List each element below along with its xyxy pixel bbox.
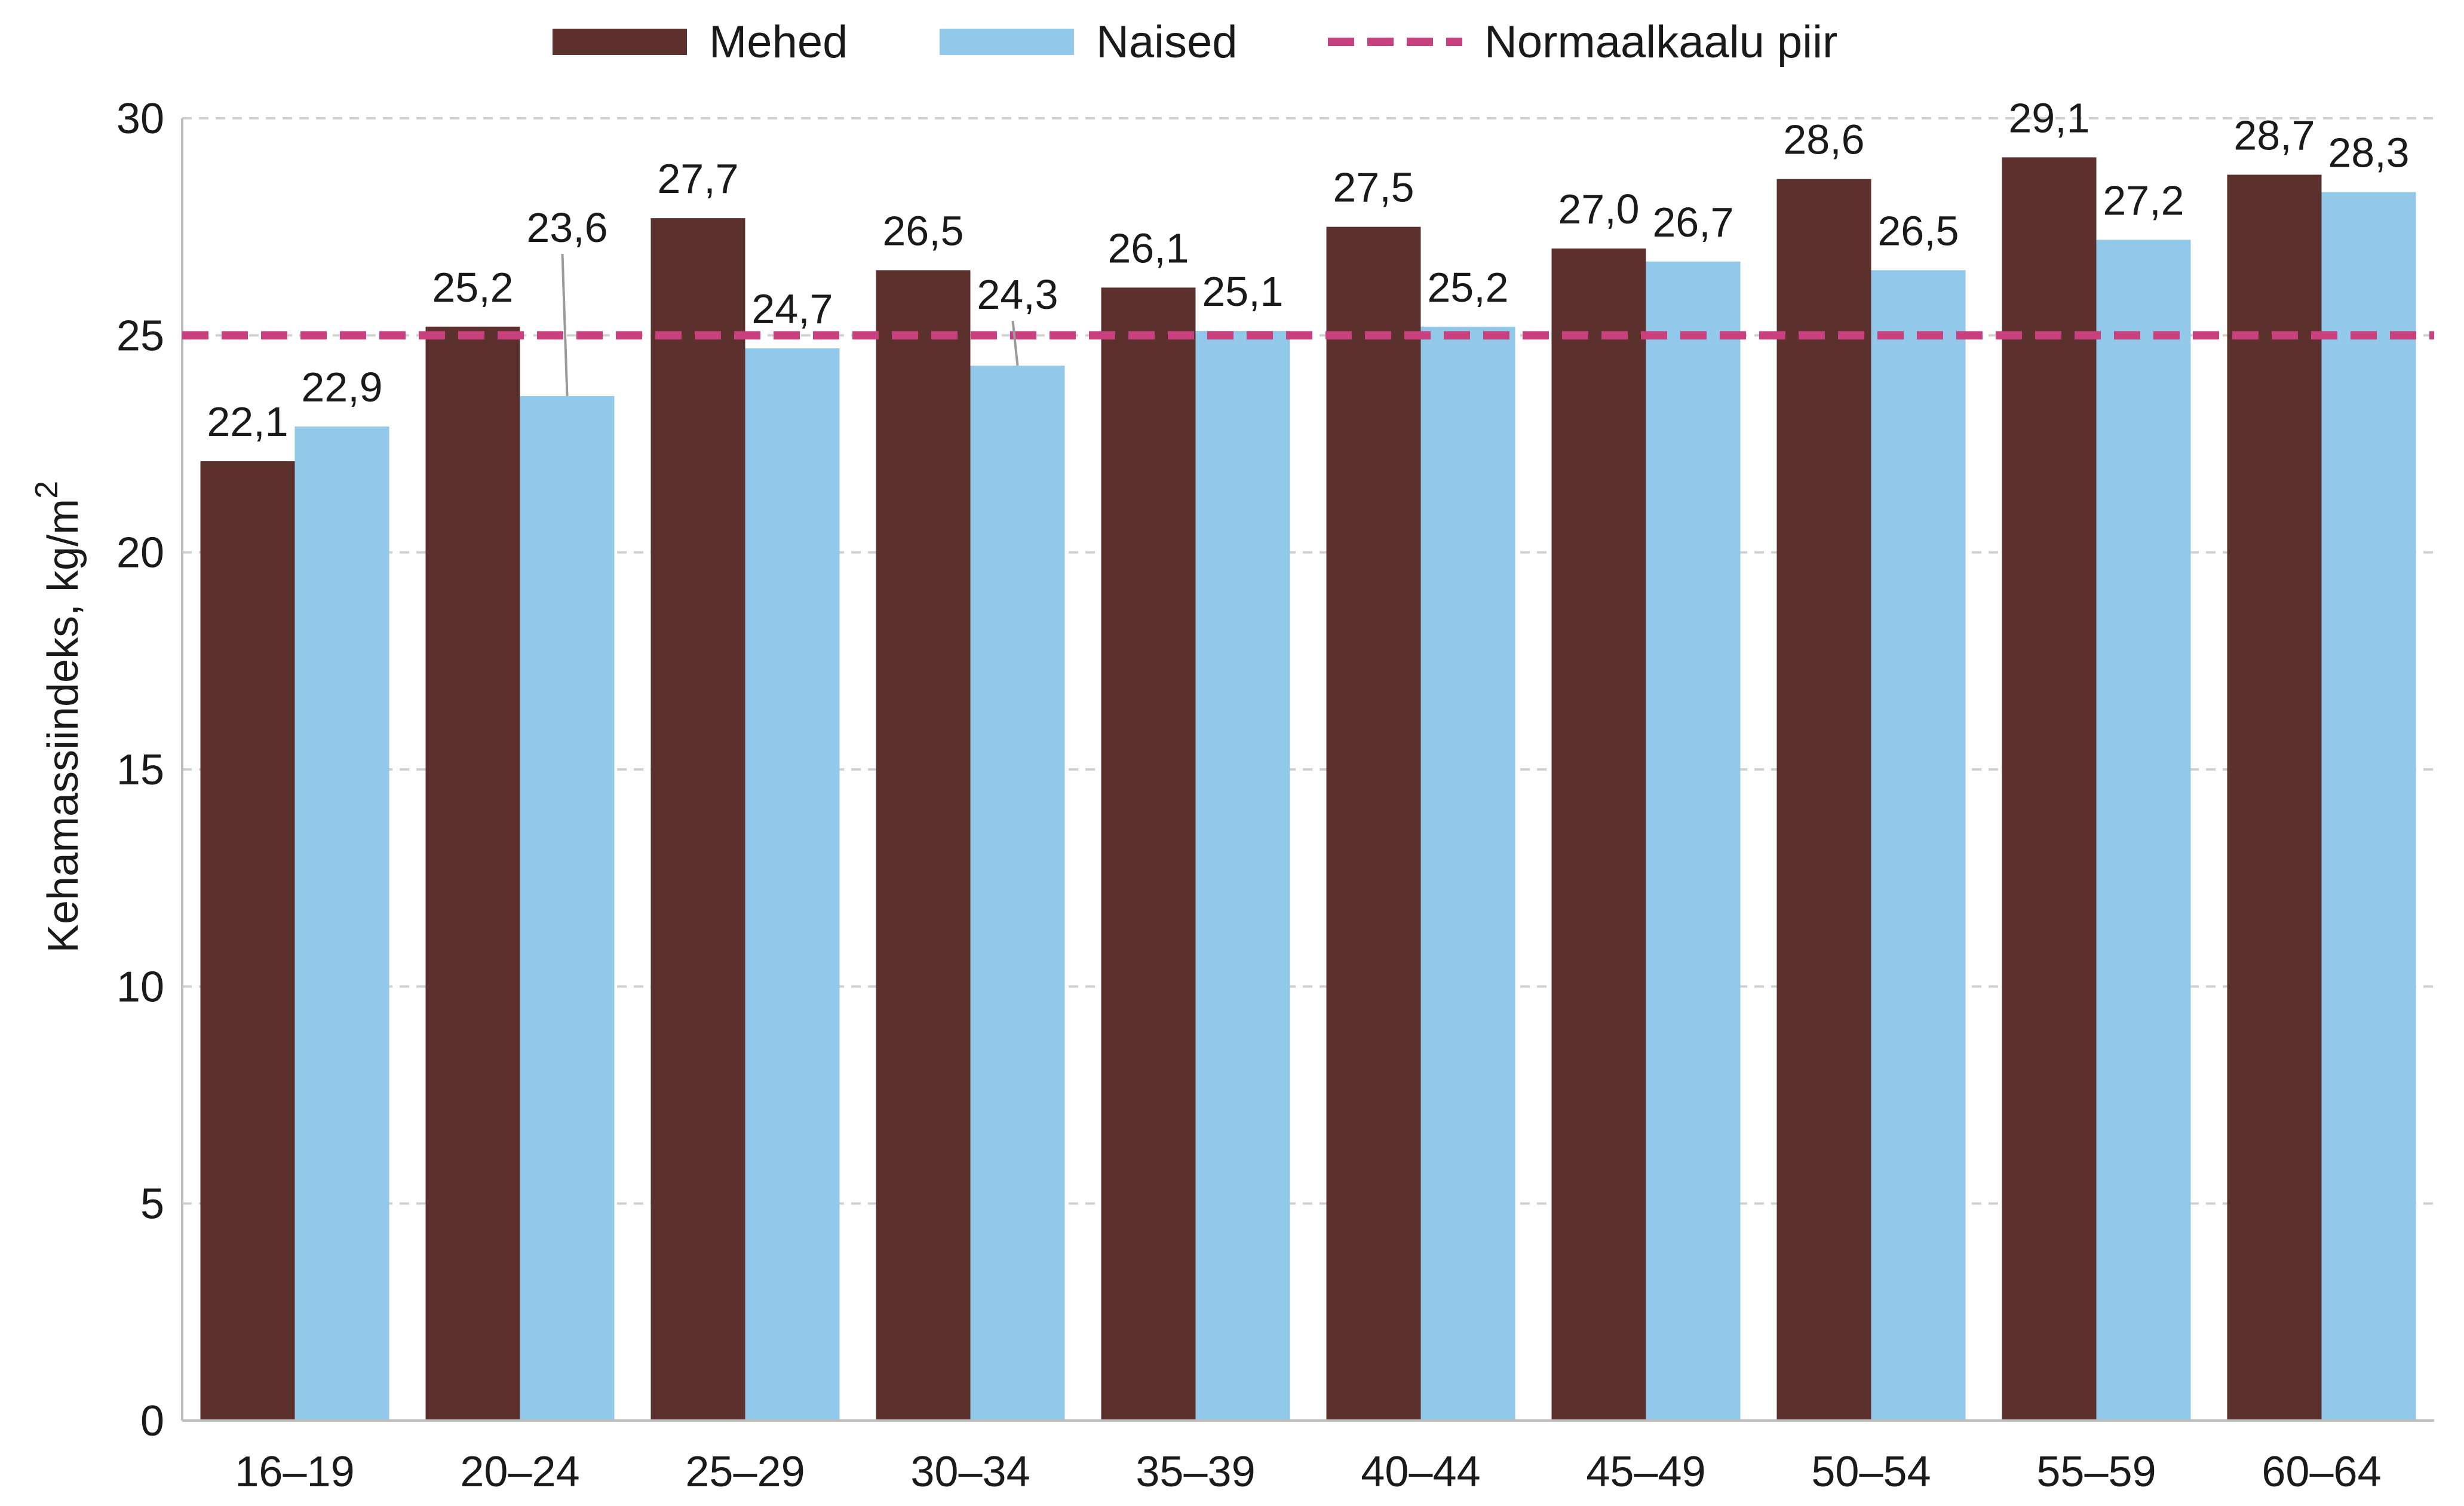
- data-label-mehed: 26,1: [1107, 225, 1189, 271]
- data-label-mehed: 27,5: [1333, 164, 1414, 211]
- bar-mehed-5: [1101, 287, 1196, 1421]
- data-label-mehed: 27,0: [1558, 186, 1639, 232]
- x-tick-label: 55–59: [2036, 1448, 2156, 1496]
- y-axis-title-superscript: 2: [29, 481, 65, 499]
- data-label-naised: 25,2: [1427, 264, 1508, 311]
- bar-naised-2: [520, 396, 615, 1421]
- data-label-mehed: 28,6: [1783, 116, 1864, 163]
- legend-swatch: [553, 29, 687, 55]
- data-label-naised: 28,3: [2328, 130, 2409, 176]
- data-label-naised: 26,7: [1652, 199, 1733, 246]
- bar-mehed-9: [2002, 157, 2097, 1421]
- legend-item-normaalkaalu-piir: Normaalkaalu piir: [1328, 17, 1837, 68]
- legend: Mehed Naised Normaalkaalu piir: [553, 17, 1837, 68]
- data-label-mehed: 22,1: [207, 398, 288, 445]
- bar-naised-7: [1646, 261, 1741, 1421]
- x-tick-label: 25–29: [685, 1448, 805, 1496]
- data-label-naised: 24,7: [751, 286, 833, 332]
- bar-mehed-8: [1776, 179, 1871, 1421]
- y-tick-label: 20: [116, 529, 164, 577]
- x-tick-label: 20–24: [460, 1448, 579, 1496]
- data-label-naised: 23,6: [526, 204, 607, 251]
- bars: [200, 157, 2416, 1421]
- bar-mehed-7: [1551, 249, 1646, 1421]
- data-label-naised: 25,1: [1202, 268, 1283, 315]
- data-label-mehed: 25,2: [432, 264, 513, 311]
- data-label-leader: [1011, 320, 1019, 366]
- data-label-mehed: 26,5: [882, 207, 963, 254]
- y-axis-title: Kehamassiindeks, kg/m2: [29, 481, 87, 953]
- y-tick-label: 25: [116, 312, 164, 360]
- data-label-naised: 27,2: [2103, 177, 2184, 223]
- y-axis-title-group: Kehamassiindeks, kg/m2: [29, 481, 87, 953]
- data-label-naised: 22,9: [301, 364, 382, 410]
- legend-label: Normaalkaalu piir: [1484, 17, 1837, 68]
- bar-mehed-3: [650, 218, 745, 1421]
- data-label-naised: 24,3: [977, 271, 1058, 318]
- bar-naised-5: [1195, 331, 1290, 1421]
- data-labels: 22,1 22,9 25,2 23,6 27,7 24,7 26,5 24,3 26,1 25,1…: [207, 94, 2409, 445]
- bar-mehed-6: [1326, 226, 1421, 1421]
- data-label-mehed: 28,7: [2233, 112, 2315, 158]
- bar-naised-3: [745, 348, 840, 1421]
- y-tick-label: 10: [116, 963, 164, 1011]
- x-tick-label: 50–54: [1811, 1448, 1931, 1496]
- bar-naised-8: [1871, 270, 1966, 1421]
- y-tick-label: 30: [116, 95, 164, 143]
- y-tick-label: 5: [140, 1180, 164, 1228]
- data-label-mehed: 29,1: [2008, 94, 2089, 141]
- y-tick-label: 15: [116, 746, 164, 794]
- legend-item-naised: Naised: [940, 17, 1238, 68]
- x-tick-label: 16–19: [235, 1448, 354, 1496]
- bar-naised-10: [2321, 192, 2416, 1421]
- bar-naised-1: [294, 426, 389, 1421]
- y-tick-label: 0: [140, 1397, 164, 1445]
- legend-label: Mehed: [709, 17, 848, 68]
- x-tick-label: 35–39: [1136, 1448, 1255, 1496]
- bar-mehed-4: [876, 270, 971, 1421]
- x-tick-label: 30–34: [910, 1448, 1030, 1496]
- x-axis: 16–19 20–24 25–29 30–34 35–39 40–44 45–49 50–54…: [182, 1419, 2434, 1496]
- bar-mehed-2: [425, 326, 520, 1421]
- bar-mehed-1: [200, 461, 295, 1421]
- bar-naised-4: [970, 366, 1065, 1421]
- x-tick-label: 45–49: [1586, 1448, 1705, 1496]
- x-tick-label: 60–64: [2262, 1448, 2381, 1496]
- legend-item-mehed: Mehed: [553, 17, 848, 68]
- y-axis: 0 5 10 15 20 25 30: [116, 95, 183, 1445]
- bar-naised-6: [1420, 326, 1515, 1421]
- data-label-naised: 26,5: [1877, 207, 1959, 254]
- bar-mehed-10: [2227, 174, 2322, 1421]
- bar-naised-9: [2096, 240, 2191, 1421]
- x-tick-label: 40–44: [1361, 1448, 1480, 1496]
- legend-label: Naised: [1096, 17, 1238, 68]
- legend-swatch: [940, 29, 1074, 55]
- data-label-mehed: 27,7: [657, 155, 738, 202]
- data-label-leader: [561, 253, 569, 397]
